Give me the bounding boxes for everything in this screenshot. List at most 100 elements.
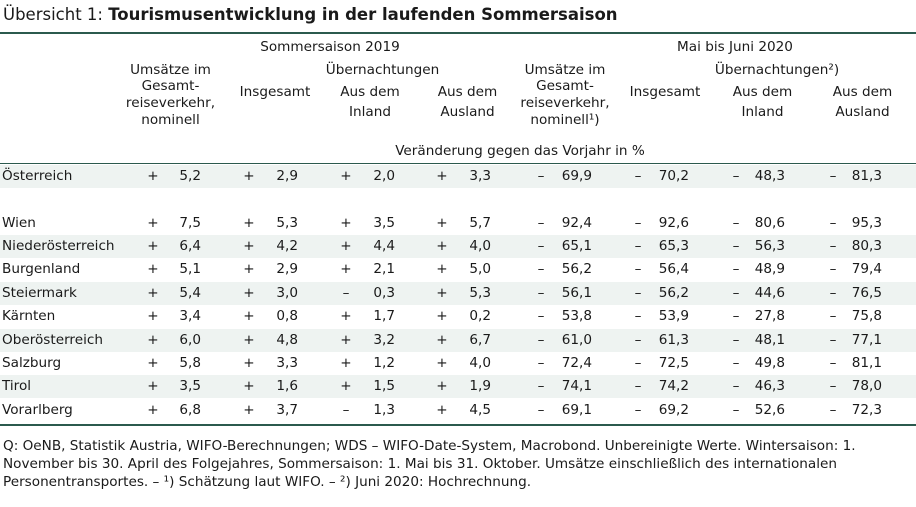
umsatz-2019-header-line: nominell xyxy=(141,112,200,128)
value-sign: + xyxy=(340,168,352,184)
value-number: 5,2 xyxy=(179,168,201,184)
value-number: 53,8 xyxy=(561,308,592,324)
value-number: 75,8 xyxy=(851,308,882,324)
value-sign: – xyxy=(829,168,837,184)
value-sign: – xyxy=(732,215,740,231)
value-number: 56,4 xyxy=(658,261,689,277)
value-sign: – xyxy=(634,355,642,371)
region-label: Kärnten xyxy=(2,308,56,324)
value-sign: + xyxy=(243,378,255,394)
inland-2019-header-line: Inland xyxy=(349,104,391,120)
value-number: 80,3 xyxy=(851,238,882,254)
value-number: 95,3 xyxy=(851,215,882,231)
value-number: 56,2 xyxy=(658,285,689,301)
region-label: Tirol xyxy=(2,378,32,394)
value-number: 56,1 xyxy=(561,285,592,301)
value-number: 74,1 xyxy=(561,378,592,394)
title-prefix: Übersicht 1: xyxy=(3,5,109,24)
ausland-2020-header-line: Aus dem xyxy=(832,84,893,100)
value-number: 77,1 xyxy=(851,332,882,348)
insgesamt-2019-header: Insgesamt xyxy=(239,84,311,100)
value-sign: + xyxy=(436,261,448,277)
value-sign: + xyxy=(243,261,255,277)
value-sign: + xyxy=(340,238,352,254)
value-number: 5,4 xyxy=(179,285,201,301)
uebernachtungen-2019-header: Übernachtungen xyxy=(325,62,440,78)
value-sign: + xyxy=(340,308,352,324)
value-sign: + xyxy=(436,378,448,394)
value-number: 56,2 xyxy=(561,261,592,277)
value-number: 0,3 xyxy=(373,285,395,301)
value-sign: – xyxy=(634,402,642,418)
value-number: 5,8 xyxy=(179,355,201,371)
region-label: Vorarlberg xyxy=(2,402,73,418)
value-number: 6,7 xyxy=(469,332,491,348)
value-number: 3,5 xyxy=(373,215,395,231)
value-number: 3,3 xyxy=(276,355,298,371)
inland-2020-header-line: Inland xyxy=(741,104,784,120)
value-sign: – xyxy=(634,332,642,348)
value-number: 2,9 xyxy=(276,168,298,184)
value-sign: – xyxy=(829,332,837,348)
value-sign: + xyxy=(243,215,255,231)
value-sign: + xyxy=(147,215,159,231)
value-sign: – xyxy=(634,261,642,277)
value-number: 2,9 xyxy=(276,261,298,277)
ausland-2020-header-line: Ausland xyxy=(835,104,890,120)
value-sign: – xyxy=(634,285,642,301)
value-sign: – xyxy=(829,238,837,254)
region-label: Österreich xyxy=(2,168,73,184)
value-number: 48,1 xyxy=(754,332,785,348)
value-sign: + xyxy=(243,168,255,184)
group-2020-label: Mai bis Juni 2020 xyxy=(677,39,793,55)
value-number: 3,0 xyxy=(276,285,298,301)
value-number: 1,9 xyxy=(469,378,491,394)
value-number: 92,6 xyxy=(658,215,689,231)
value-number: 72,4 xyxy=(561,355,592,371)
value-sign: – xyxy=(732,402,740,418)
uebernachtungen-2020-header: Übernachtungen²) xyxy=(714,62,840,78)
value-sign: – xyxy=(732,308,740,324)
value-number: 4,4 xyxy=(373,238,395,254)
value-number: 65,1 xyxy=(561,238,592,254)
value-sign: – xyxy=(342,402,350,418)
value-sign: – xyxy=(732,238,740,254)
umsatz-2020-header-line: Umsätze im xyxy=(524,62,606,78)
group-2019-label: Sommersaison 2019 xyxy=(260,39,400,55)
umsatz-2020-header-line: reiseverkehr, xyxy=(520,95,610,111)
value-number: 2,0 xyxy=(373,168,395,184)
value-number: 69,9 xyxy=(561,168,592,184)
value-number: 4,0 xyxy=(469,238,491,254)
value-number: 81,1 xyxy=(851,355,882,371)
value-number: 5,0 xyxy=(469,261,491,277)
value-sign: + xyxy=(147,355,159,371)
value-number: 6,0 xyxy=(179,332,201,348)
inland-2019-header-line: Aus dem xyxy=(340,84,400,100)
umsatz-2019-header-line: reiseverkehr, xyxy=(125,95,216,111)
value-sign: – xyxy=(342,285,350,301)
value-number: 3,4 xyxy=(179,308,201,324)
table-title: Übersicht 1: Tourismusentwicklung in der… xyxy=(3,4,618,26)
value-number: 79,4 xyxy=(851,261,882,277)
value-sign: + xyxy=(147,378,159,394)
value-number: 78,0 xyxy=(851,378,882,394)
value-sign: + xyxy=(147,168,159,184)
value-number: 3,2 xyxy=(373,332,395,348)
value-sign: + xyxy=(436,308,448,324)
unit-label: Veränderung gegen das Vorjahr in % xyxy=(395,143,645,159)
value-sign: + xyxy=(436,238,448,254)
value-number: 92,4 xyxy=(561,215,592,231)
value-sign: – xyxy=(732,168,740,184)
value-sign: + xyxy=(147,261,159,277)
value-number: 1,6 xyxy=(276,378,298,394)
value-sign: + xyxy=(436,355,448,371)
value-sign: – xyxy=(732,332,740,348)
value-sign: – xyxy=(634,215,642,231)
row-band xyxy=(0,235,916,258)
value-sign: + xyxy=(147,238,159,254)
top-rule xyxy=(0,32,916,34)
value-number: 69,2 xyxy=(658,402,689,418)
value-number: 61,3 xyxy=(658,332,689,348)
region-label: Wien xyxy=(2,215,36,231)
value-sign: + xyxy=(147,402,159,418)
